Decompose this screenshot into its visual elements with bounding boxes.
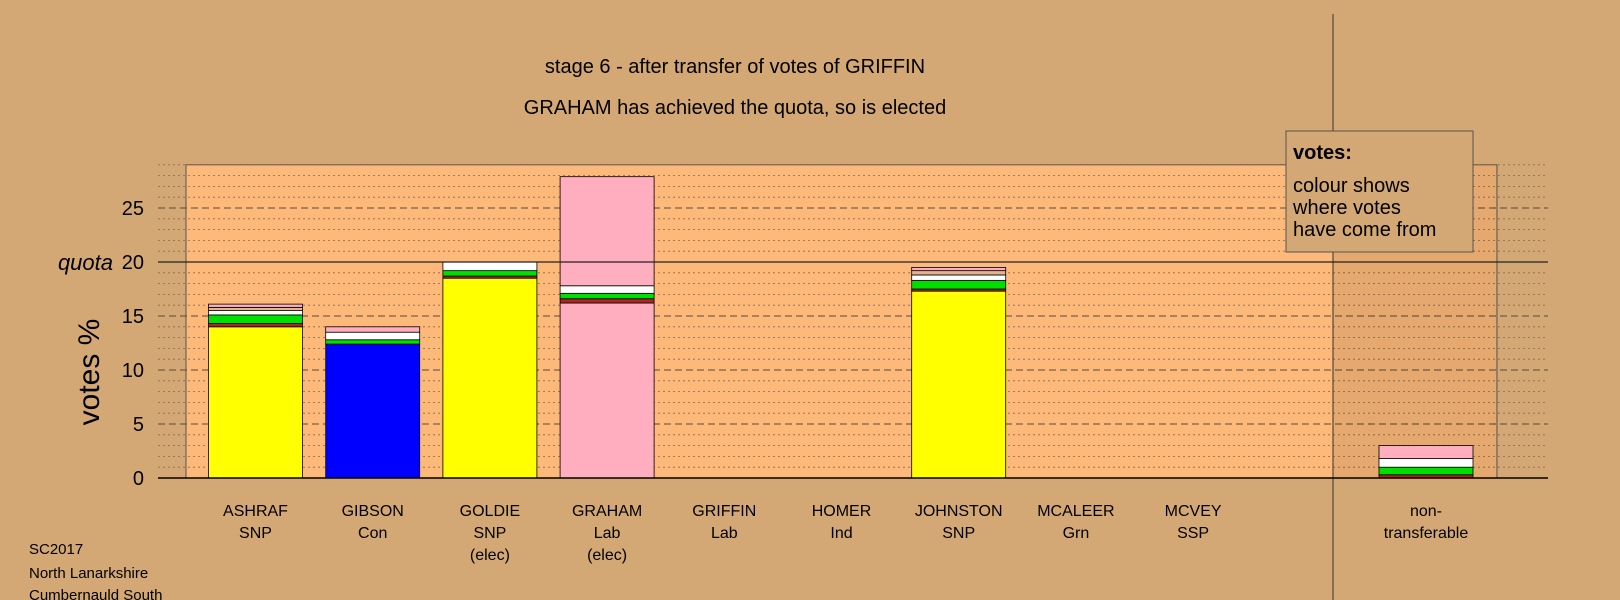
footer-line-3: Cumbernauld South bbox=[29, 587, 162, 600]
bar-segment bbox=[208, 306, 303, 311]
x-tick-label: GRAHAM bbox=[572, 503, 642, 520]
quota-label: quota bbox=[58, 250, 113, 275]
y-tick-label: 25 bbox=[122, 198, 144, 220]
bar-segment bbox=[911, 270, 1007, 276]
x-tick-label: SNP bbox=[239, 525, 272, 542]
bar-segment bbox=[442, 270, 538, 277]
x-tick-label: JOHNSTON bbox=[915, 503, 1003, 520]
y-axis-label: votes % bbox=[73, 319, 106, 426]
y-tick-label: 15 bbox=[122, 306, 144, 328]
bar-segment bbox=[208, 326, 303, 479]
bar-segment bbox=[911, 279, 1007, 290]
bar-segment bbox=[325, 339, 421, 345]
x-tick-label: SNP bbox=[473, 525, 506, 542]
legend-line-1: colour shows bbox=[1293, 175, 1410, 197]
bar-segment bbox=[325, 331, 421, 341]
bar-segment bbox=[559, 176, 655, 287]
bar-segment bbox=[325, 326, 421, 333]
plot-layer bbox=[158, 164, 1548, 479]
chart-title-line2: GRAHAM has achieved the quota, so is ele… bbox=[524, 97, 946, 119]
x-tick-label: SSP bbox=[1177, 525, 1209, 542]
y-tick-label: 20 bbox=[122, 252, 144, 274]
x-tick-label: (elec) bbox=[470, 547, 510, 564]
x-tick-label: MCALEER bbox=[1037, 503, 1114, 520]
chart-title-line1: stage 6 - after transfer of votes of GRI… bbox=[545, 56, 925, 78]
x-tick-label: SNP bbox=[942, 525, 975, 542]
y-tick-label: 5 bbox=[133, 414, 144, 436]
bar-segment bbox=[208, 323, 303, 328]
bar-segment bbox=[911, 290, 1007, 479]
axis-layer: ASHRAF SNP GIBSON Con GOLDIE SNP (elec) GRAHAM L… bbox=[122, 14, 1548, 600]
nontransferable-segment bbox=[1378, 458, 1474, 468]
bars-layer bbox=[208, 176, 1474, 479]
x-tick-label: Con bbox=[358, 525, 387, 542]
x-tick-label: (elec) bbox=[587, 547, 627, 564]
legend-line-2: where votes bbox=[1292, 197, 1401, 219]
bar-segment bbox=[442, 261, 538, 272]
bar-segment bbox=[559, 285, 655, 294]
x-tick-label: Grn bbox=[1063, 525, 1090, 542]
bar-segment bbox=[208, 310, 303, 316]
x-tick-label: non- bbox=[1410, 503, 1442, 520]
y-tick-label: 0 bbox=[133, 468, 144, 490]
x-tick-label: Lab bbox=[711, 525, 738, 542]
bar-segment bbox=[911, 266, 1007, 272]
nontransferable-segment bbox=[1378, 466, 1474, 476]
x-tick-label: GRIFFIN bbox=[692, 503, 756, 520]
x-tick-label: Ind bbox=[830, 525, 852, 542]
bar-segment bbox=[559, 302, 655, 479]
x-tick-label: Lab bbox=[594, 525, 621, 542]
bar-segment bbox=[911, 274, 1007, 281]
legend-line-3: have come from bbox=[1293, 219, 1436, 241]
bar-segment bbox=[559, 298, 655, 304]
legend-box: votes: colour shows where votes have com… bbox=[1285, 130, 1474, 253]
nontransferable-segment bbox=[1378, 445, 1474, 459]
x-tick-label: HOMER bbox=[812, 503, 872, 520]
x-tick-label: transferable bbox=[1384, 525, 1469, 542]
bar-segment bbox=[325, 343, 421, 479]
x-tick-label: MCVEY bbox=[1165, 503, 1222, 520]
x-tick-label: GIBSON bbox=[342, 503, 404, 520]
footer-line-1: SC2017 bbox=[29, 541, 83, 558]
y-tick-label: 10 bbox=[122, 360, 144, 382]
x-tick-label: GOLDIE bbox=[460, 503, 520, 520]
bar-segment bbox=[559, 292, 655, 300]
bar-segment bbox=[442, 277, 538, 479]
legend-heading: votes: bbox=[1293, 142, 1352, 164]
bar-segment bbox=[208, 314, 303, 324]
x-tick-label: ASHRAF bbox=[223, 503, 288, 520]
bar-segment bbox=[208, 303, 303, 308]
footer-line-2: North Lanarkshire bbox=[29, 565, 148, 582]
